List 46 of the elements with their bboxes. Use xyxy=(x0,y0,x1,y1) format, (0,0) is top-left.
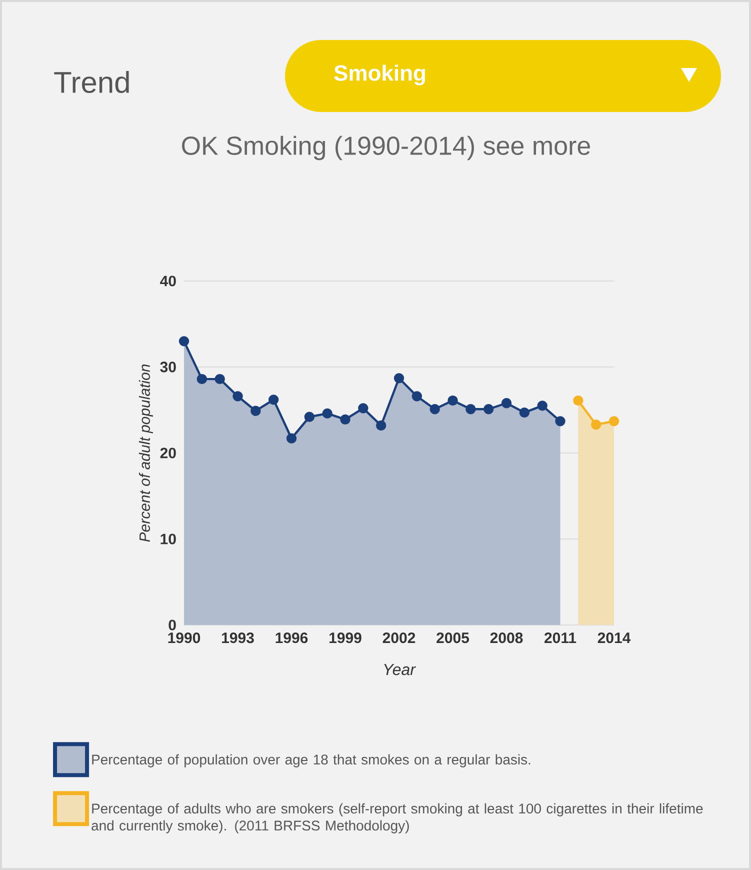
y-tick-label: 30 xyxy=(160,362,176,372)
point xyxy=(573,395,584,406)
x-tick-label: 1999 xyxy=(330,632,362,644)
x-tick-label: 2005 xyxy=(436,632,470,644)
point xyxy=(196,374,208,384)
point xyxy=(214,374,225,384)
point xyxy=(590,420,602,430)
x-tick-label: 2002 xyxy=(382,632,416,644)
x-tick-label: 1990 xyxy=(168,632,200,644)
point xyxy=(519,407,530,418)
point xyxy=(358,403,368,414)
y-axis-title: Percent of adult population xyxy=(138,364,153,542)
y-tick-label: 20 xyxy=(160,448,176,458)
point xyxy=(304,412,315,422)
point xyxy=(537,400,548,411)
x-tick-label: 1993 xyxy=(222,632,254,644)
point xyxy=(430,404,440,414)
chart-title: OK Smoking (1990-2014) see more xyxy=(182,136,590,160)
point xyxy=(268,394,279,405)
point xyxy=(555,416,566,426)
point xyxy=(483,404,494,414)
x-axis-title: Year xyxy=(384,664,416,676)
point xyxy=(286,433,297,444)
x-tick-label: 1996 xyxy=(276,632,308,644)
point xyxy=(178,336,190,346)
x-tick-label: 2011 xyxy=(544,632,576,644)
point xyxy=(250,406,261,416)
y-tick-label: 10 xyxy=(160,534,176,544)
x-tick-label: 2008 xyxy=(490,632,523,644)
point xyxy=(394,373,404,384)
point xyxy=(412,391,422,402)
point xyxy=(322,408,332,419)
point xyxy=(448,395,458,406)
point xyxy=(501,398,512,408)
legend-label: Percentage of adults who are smokers (self-report smoking at least 100 cigarettes in their lifetime and currently smoke). (2011 BRFSS Methodology) xyxy=(92,803,703,834)
point xyxy=(466,404,476,414)
x-tick-label: 2014 xyxy=(598,632,631,644)
point xyxy=(608,416,620,426)
text: Trend xyxy=(54,70,129,94)
point xyxy=(376,420,386,431)
y-tick-label: 0 xyxy=(168,620,176,630)
y-tick-label: 40 xyxy=(160,276,176,286)
point xyxy=(232,391,243,402)
legend-label: Percentage of population over age 18 that smokes on a regular basis. xyxy=(92,754,530,768)
text: Smoking xyxy=(334,64,425,86)
point xyxy=(340,414,350,425)
